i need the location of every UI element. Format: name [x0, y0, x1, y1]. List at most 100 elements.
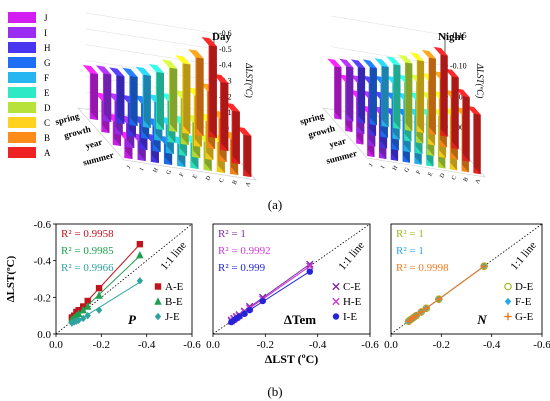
- legend-label-g: G: [44, 58, 51, 68]
- legend-label-c-e: C-E: [343, 281, 361, 293]
- z-tick-label: -0.4: [219, 61, 232, 70]
- series-tick-label: B: [232, 180, 239, 186]
- bar-side-face: [393, 57, 401, 130]
- x-axis-title: ΔLST (ºC): [265, 352, 319, 366]
- grid-line: [330, 15, 446, 36]
- z-tick-label: -0.5: [219, 45, 232, 54]
- series-tick-label: J: [368, 162, 375, 168]
- bar-side-face: [104, 66, 112, 123]
- legend-marker-i-e: [332, 313, 340, 320]
- legend-label-b: B: [44, 133, 50, 143]
- bar-side-face: [117, 68, 125, 125]
- data-point-g-e: [422, 304, 430, 313]
- series-tick-label: J: [126, 164, 133, 170]
- bar-side-face: [90, 66, 99, 121]
- bar-top-face: [109, 67, 125, 77]
- floor-grid: [322, 107, 486, 178]
- bar-side-face: [429, 51, 436, 135]
- x-tick-label: 0.0: [206, 339, 220, 351]
- bar-side-face: [451, 69, 459, 150]
- legend-marker-h-e: [332, 297, 340, 306]
- legend-swatch-d: [8, 102, 36, 113]
- legend-swatch-f: [8, 72, 36, 83]
- bar-top-face: [455, 88, 470, 98]
- legend-swatch-e: [8, 87, 36, 98]
- legend-label-f: F: [44, 73, 49, 83]
- bar-spring-h: [350, 59, 366, 124]
- bar-top-face: [398, 54, 413, 64]
- legend-swatch-g: [8, 57, 36, 68]
- bar-side-face: [346, 59, 354, 122]
- data-point-c-e: [306, 260, 314, 269]
- legend-label-a-e: A-E: [165, 281, 184, 293]
- z-tick-label: -0.15: [450, 31, 467, 40]
- legend-label-c: C: [44, 118, 50, 128]
- data-point-a-e: [95, 284, 103, 292]
- data-point-i-e: [241, 310, 248, 318]
- series-tick-label: A: [475, 178, 483, 185]
- data-point-i-e: [259, 297, 266, 305]
- bar-side-face: [370, 60, 377, 126]
- bar-side-face: [232, 103, 240, 165]
- bar-side-face: [170, 60, 178, 133]
- data-point-j-e: [84, 311, 91, 320]
- bar-side-face: [130, 69, 138, 127]
- bar-side-face: [244, 127, 252, 178]
- legend-swatch-i: [8, 27, 36, 38]
- bar-spring-h: [109, 67, 125, 125]
- data-point-j-e: [75, 316, 82, 324]
- figure-label-a: (a): [268, 197, 282, 212]
- legend-swatch-b: [8, 132, 36, 143]
- bar-year-a: [224, 102, 240, 165]
- series-tick-label: E: [427, 171, 434, 177]
- legend-label-j: J: [44, 13, 48, 23]
- bar-side-face: [405, 55, 413, 132]
- x-tick-label: -0.4: [483, 339, 501, 351]
- bar-top-face: [148, 63, 165, 74]
- bar-top-face: [175, 55, 191, 65]
- x-tick-label: -0.2: [433, 339, 450, 351]
- r2-label-c-e: R² = 1: [218, 228, 246, 240]
- series-tick-label: A: [245, 181, 253, 188]
- legend-label-i: I: [44, 28, 47, 38]
- bar-growth-a: [444, 68, 459, 150]
- category-label-spring: spring: [299, 110, 326, 126]
- bar-spring-g: [362, 59, 377, 126]
- data-point-i-e: [235, 313, 243, 320]
- bar-top-face: [362, 59, 377, 69]
- bar-top-face: [466, 105, 481, 115]
- chart-title: Day: [212, 31, 231, 43]
- x-tick-label: -0.4: [138, 339, 156, 351]
- data-point-b-e: [84, 302, 92, 310]
- r2-label-g-e: R² = 0.9998: [396, 262, 449, 274]
- figure-label-b: (b): [267, 384, 282, 399]
- legend-label-d-e: D-E: [515, 281, 534, 293]
- bar-side-face: [156, 65, 165, 131]
- bar-spring-j: [327, 58, 342, 120]
- legend-swatch-h: [8, 42, 36, 53]
- bar-spring-f: [135, 66, 151, 129]
- day-bar-chart: -0.6-0.5-0.4-0.3-0.2-0.10.0ΔLST(ºC)Daysp…: [54, 12, 257, 188]
- bar-top-face: [444, 68, 459, 78]
- bar-top-face: [224, 102, 240, 112]
- bar-top-face: [212, 73, 229, 84]
- bar-top-face: [122, 67, 138, 78]
- data-point-b-e: [136, 250, 144, 259]
- bar-top-face: [386, 56, 401, 66]
- data-point-b-e: [95, 291, 103, 299]
- series-tick-label: C: [451, 175, 458, 181]
- z-axis-title: ΔLST(ºC): [475, 63, 485, 99]
- grid-line: [85, 12, 215, 34]
- r2-label-j-e: R² = 0.9966: [61, 262, 114, 274]
- legend-label-b-e: B-E: [165, 296, 183, 308]
- bar-spring-f: [374, 58, 389, 128]
- chart-title: Night: [438, 31, 465, 43]
- bar-spring-d: [398, 54, 413, 132]
- bar-top-face: [161, 59, 178, 69]
- data-point-a-e: [84, 297, 91, 305]
